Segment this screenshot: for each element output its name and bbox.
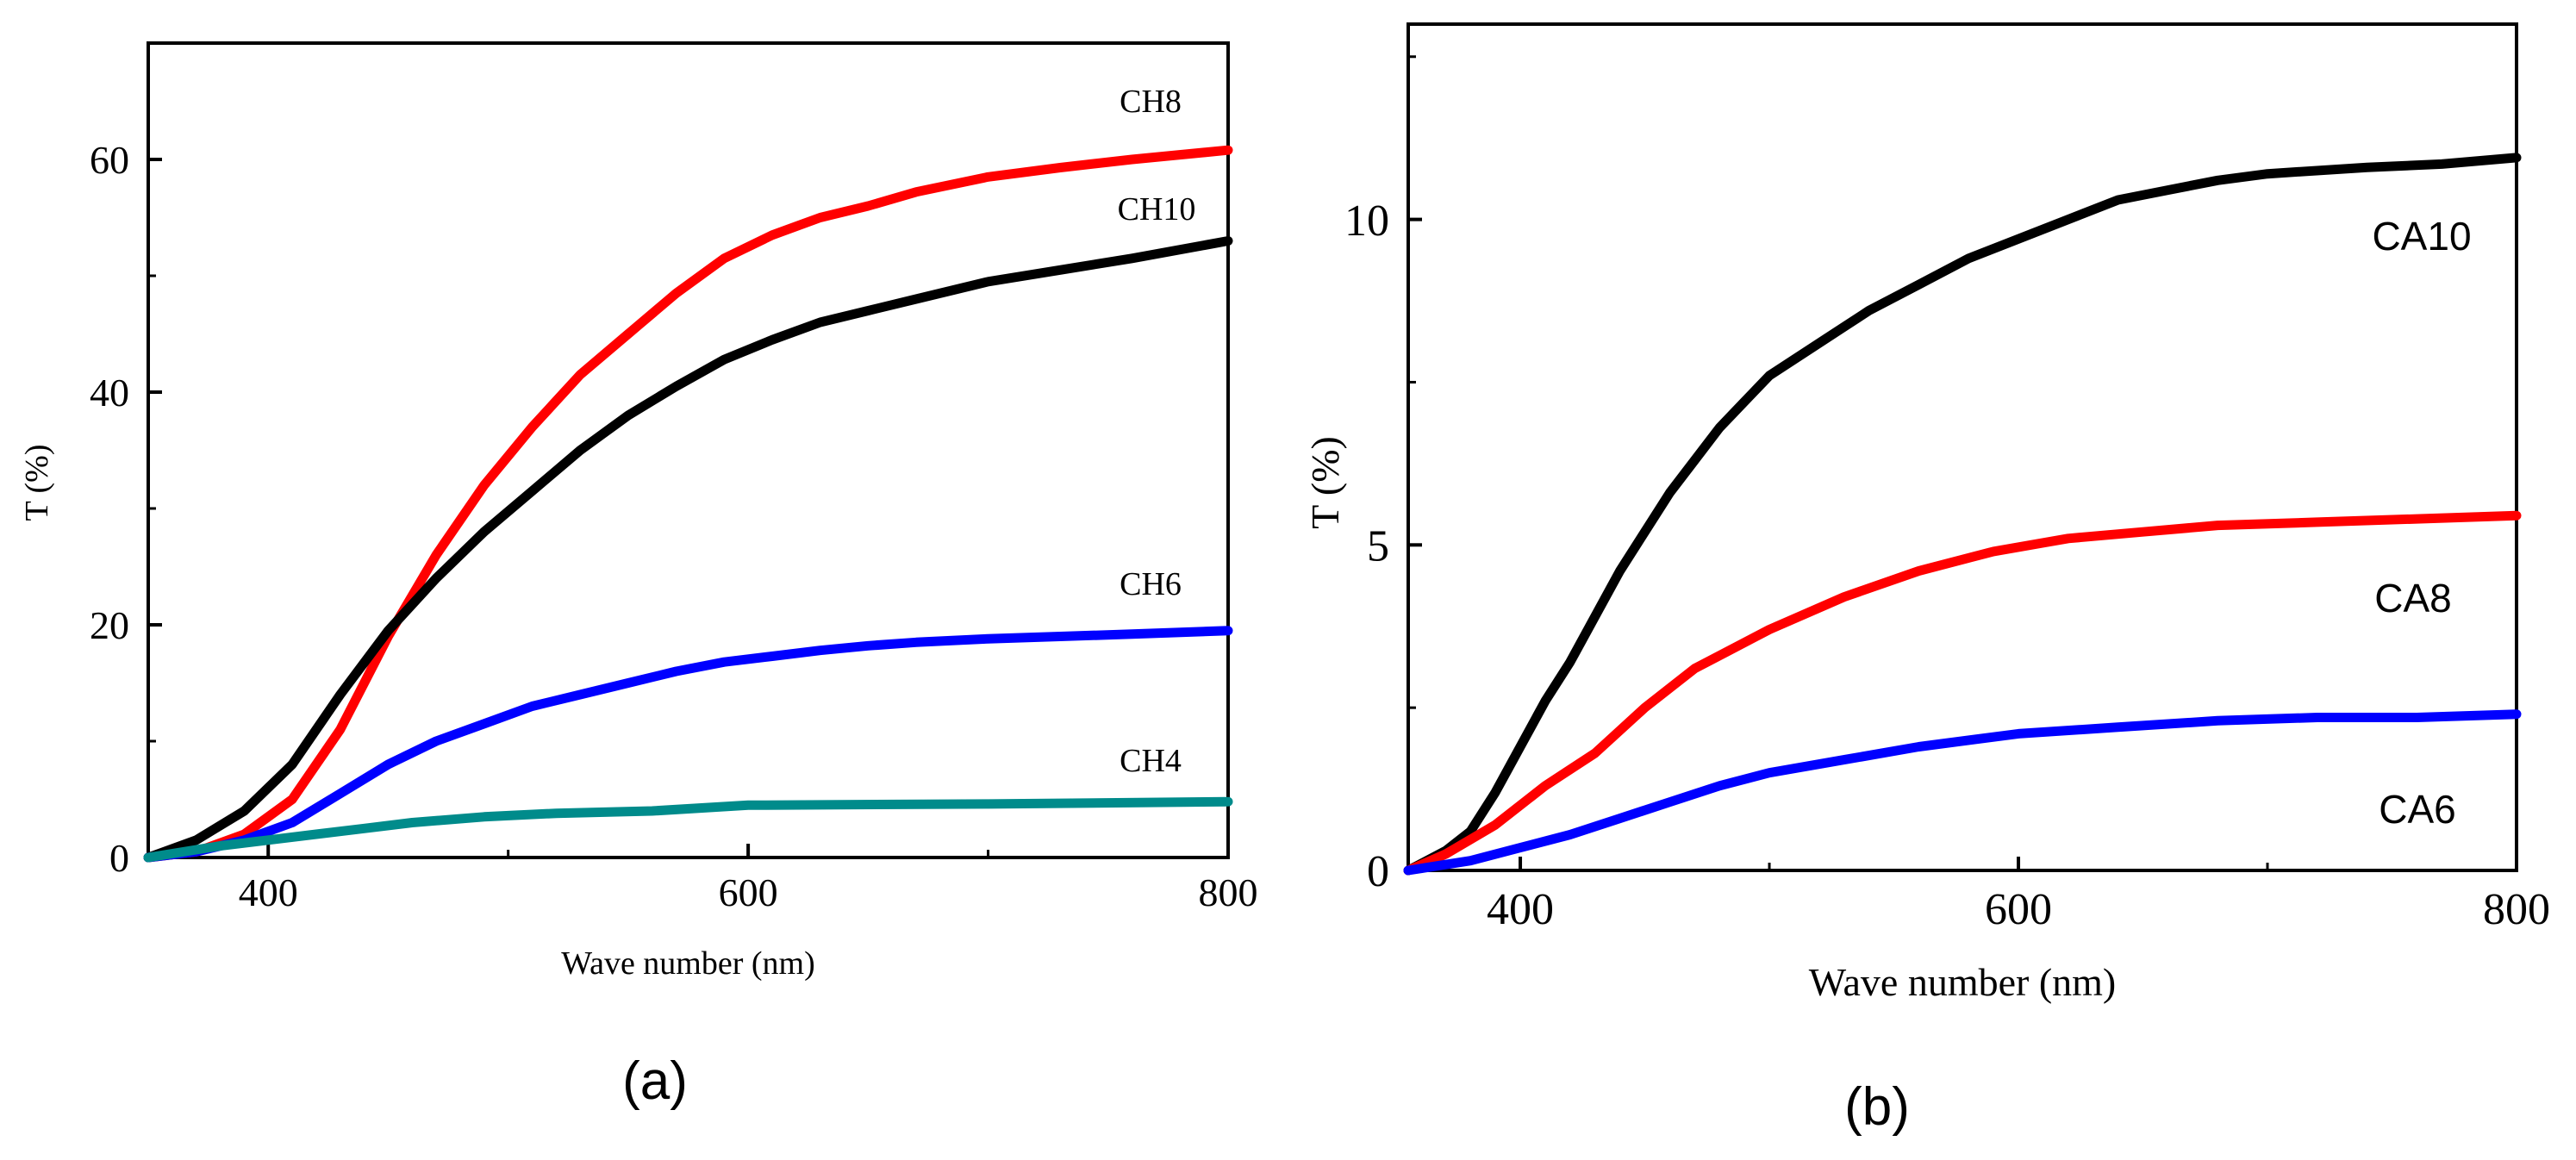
x-axis-label: Wave number (nm) (561, 945, 815, 982)
x-tick-label: 800 (2483, 885, 2550, 934)
plot-frame (1407, 22, 2518, 872)
x-tick-label: 400 (1487, 885, 1554, 934)
y-tick-label: 20 (90, 603, 129, 647)
series-line-ca8 (1403, 510, 2522, 876)
panel-caption: (b) (1844, 1077, 1910, 1137)
plot-frame (147, 41, 1230, 859)
series-label-ca10: CA10 (2372, 214, 2471, 259)
y-axis-label: T (%) (1303, 436, 1347, 529)
y-tick-label: 40 (90, 371, 129, 415)
series-line-ca6 (1403, 709, 2522, 876)
series-label-ch6: CH6 (1120, 566, 1182, 602)
y-axis-label: T (%) (19, 445, 55, 521)
y-tick-label: 60 (90, 138, 129, 182)
y-tick-label: 10 (1344, 196, 1389, 246)
y-tick-label: 5 (1367, 522, 1389, 571)
series-line-ch4 (143, 796, 1233, 863)
series-line-ch8 (143, 145, 1233, 863)
chart-panel-a: 400 600 800 0 20 40 60 Wave number (nm) T (%) CH8… (19, 41, 1258, 1111)
y-tick-label: 0 (1367, 847, 1389, 896)
x-tick-label: 600 (719, 870, 778, 914)
chart-panel-b: 400 600 800 0 5 10 Wave number (nm) T (%) CA10 CA… (1303, 22, 2550, 1137)
series-label-ch4: CH4 (1120, 743, 1182, 779)
series-label-ca6: CA6 (2379, 787, 2455, 832)
x-tick-label: 400 (239, 870, 298, 914)
x-tick-label: 800 (1199, 870, 1258, 914)
series-line-ch10 (143, 236, 1233, 863)
series-label-ca8: CA8 (2374, 576, 2451, 621)
series-line-ca10 (1403, 153, 2522, 876)
y-tick-label: 0 (109, 836, 129, 880)
x-tick-label: 600 (1985, 885, 2052, 934)
series-label-ch10: CH10 (1118, 191, 1196, 228)
panel-caption: (a) (622, 1051, 688, 1111)
x-axis-label: Wave number (nm) (1809, 960, 2117, 1004)
series-line-ch6 (143, 626, 1233, 863)
series-label-ch8: CH8 (1120, 84, 1182, 120)
